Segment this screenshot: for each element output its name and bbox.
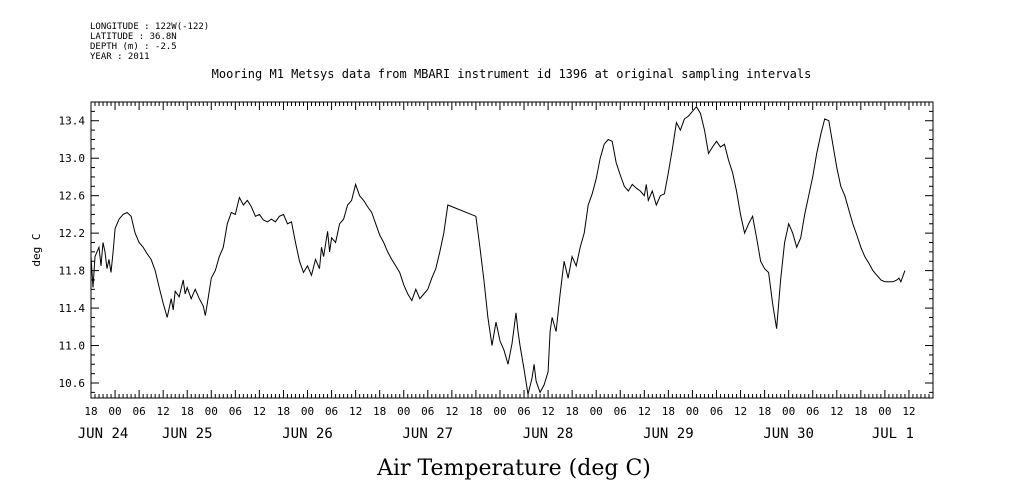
y-tick-label: 13.0 — [59, 152, 86, 165]
x-tick-label: 00 — [590, 405, 603, 418]
x-tick-label: 18 — [758, 405, 771, 418]
x-tick-label: 18 — [469, 405, 482, 418]
x-tick-label: 06 — [132, 405, 145, 418]
depth-text: DEPTH (m) : -2.5 — [90, 42, 177, 52]
x-tick-label: 18 — [84, 405, 97, 418]
x-tick-label: 06 — [517, 405, 530, 418]
longitude-text: LONGITUDE : 122W(-122) — [90, 22, 210, 32]
y-tick-label: 13.4 — [59, 115, 86, 128]
x-tick-label: 12 — [253, 405, 266, 418]
x-date-label: JUN 29 — [643, 426, 694, 442]
x-date-label: JUN 28 — [523, 426, 574, 442]
x-tick-label: 00 — [878, 405, 891, 418]
x-tick-label: 12 — [349, 405, 362, 418]
axis-ticks — [90, 101, 934, 398]
x-tick-label: 00 — [782, 405, 795, 418]
x-tick-label: 12 — [902, 405, 915, 418]
y-tick-label: 12.6 — [59, 190, 86, 203]
x-tick-label: 00 — [108, 405, 121, 418]
x-tick-label: 06 — [710, 405, 723, 418]
x-tick-label: 06 — [229, 405, 242, 418]
x-date-label: JUN 27 — [403, 426, 454, 442]
x-tick-label: 06 — [806, 405, 819, 418]
x-tick-label: 00 — [397, 405, 410, 418]
y-tick-label: 11.4 — [59, 302, 86, 315]
x-date-label: JUN 26 — [282, 426, 333, 442]
x-date-label: JUN 30 — [763, 426, 814, 442]
x-tick-label: 06 — [421, 405, 434, 418]
chart-title: Mooring M1 Metsys data from MBARI instru… — [211, 67, 812, 81]
x-tick-label: 18 — [854, 405, 867, 418]
year-text: YEAR : 2011 — [90, 52, 150, 62]
data-line — [90, 105, 906, 395]
x-tick-label: 00 — [686, 405, 699, 418]
x-date-label: JUN 24 — [78, 426, 129, 442]
x-tick-label: 06 — [614, 405, 627, 418]
x-tick-label: 12 — [541, 405, 554, 418]
x-tick-label: 12 — [830, 405, 843, 418]
x-tick-label: 00 — [205, 405, 218, 418]
x-tick-label: 12 — [445, 405, 458, 418]
x-tick-label: 00 — [493, 405, 506, 418]
y-tick-label: 11.8 — [59, 265, 86, 278]
x-date-label: JUN 25 — [162, 426, 213, 442]
plot-frame — [90, 101, 934, 399]
x-date-label: JUL 1 — [872, 426, 914, 442]
y-tick-label: 12.2 — [59, 227, 86, 240]
y-tick-label: 10.6 — [59, 377, 86, 390]
x-tick-label: 18 — [566, 405, 579, 418]
x-tick-label: 18 — [181, 405, 194, 418]
x-tick-label: 12 — [157, 405, 170, 418]
x-tick-label: 12 — [638, 405, 651, 418]
x-tick-label: 18 — [373, 405, 386, 418]
x-axis-label: Air Temperature (deg C) — [376, 456, 651, 481]
x-tick-label: 00 — [301, 405, 314, 418]
y-tick-label: 11.0 — [59, 340, 86, 353]
axis-labels: 18 00 06 12 18 00 06 12 18 00 06 12 18 00 06 12 18 00 06 12… — [59, 115, 916, 442]
y-axis-label: deg C — [30, 233, 43, 266]
latitude-text: LATITUDE : 36.8N — [90, 32, 177, 42]
x-tick-label: 18 — [277, 405, 290, 418]
x-tick-label: 12 — [734, 405, 747, 418]
x-tick-label: 06 — [325, 405, 338, 418]
x-tick-label: 18 — [662, 405, 675, 418]
